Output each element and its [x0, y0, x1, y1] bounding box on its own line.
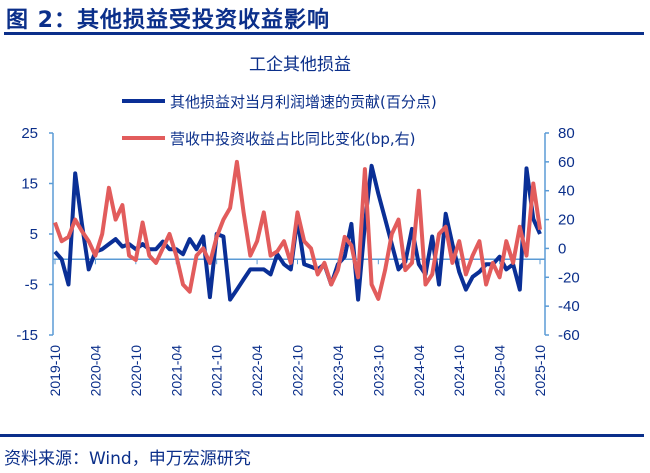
footer-rule — [0, 434, 644, 437]
left-tick-label: -5 — [25, 277, 38, 294]
chart-title: 工企其他损益 — [249, 55, 351, 75]
right-tick-label: 40 — [558, 183, 575, 200]
left-tick-label: 25 — [21, 125, 38, 142]
x-tick-label: 2022-04 — [249, 345, 265, 397]
legend: 其他损益对当月利润增速的贡献(百分点) 营收中投资收益占比同比变化(bp,右) — [122, 93, 437, 148]
axes: 25 15 5 -5 -15 80 60 40 20 0 -20 -40 -60 2019-10 2020-… — [16, 125, 579, 396]
right-tick-label: 60 — [558, 154, 575, 171]
title-rule — [4, 32, 644, 35]
x-tick-label: 2024-04 — [411, 345, 427, 397]
x-tick-label: 2020-10 — [128, 345, 144, 397]
x-tick-label: 2025-10 — [532, 345, 548, 397]
x-tick-label: 2019-10 — [47, 345, 63, 397]
series-line-investment-income-share — [53, 159, 542, 301]
x-tick-label: 2023-04 — [330, 345, 346, 397]
plot-lines — [53, 159, 542, 302]
x-tick-label: 2022-10 — [290, 345, 306, 397]
source-note: 资料来源：Wind，申万宏源研究 — [4, 449, 251, 469]
x-tick-label: 2021-10 — [209, 345, 225, 397]
x-tick-label: 2021-04 — [168, 345, 184, 397]
right-tick-label: 80 — [558, 125, 575, 142]
legend-label-blue: 其他损益对当月利润增速的贡献(百分点) — [170, 93, 437, 111]
x-tick-label: 2023-10 — [370, 345, 386, 397]
right-tick-label: -40 — [558, 298, 580, 315]
right-tick-label: -20 — [558, 269, 580, 286]
x-tick-label: 2024-10 — [451, 345, 467, 397]
legend-label-red: 营收中投资收益占比同比变化(bp,右) — [170, 130, 416, 148]
x-tick-label: 2020-04 — [87, 345, 103, 397]
right-tick-label: -60 — [558, 327, 580, 344]
left-tick-label: 15 — [21, 176, 38, 193]
right-tick-label: 20 — [558, 212, 575, 229]
right-tick-label: 0 — [558, 240, 566, 257]
x-tick-label: 2025-04 — [492, 345, 508, 397]
left-tick-label: -15 — [16, 327, 38, 344]
figure-title: 图 2：其他损益受投资收益影响 — [6, 8, 330, 33]
left-tick-label: 5 — [30, 226, 38, 243]
